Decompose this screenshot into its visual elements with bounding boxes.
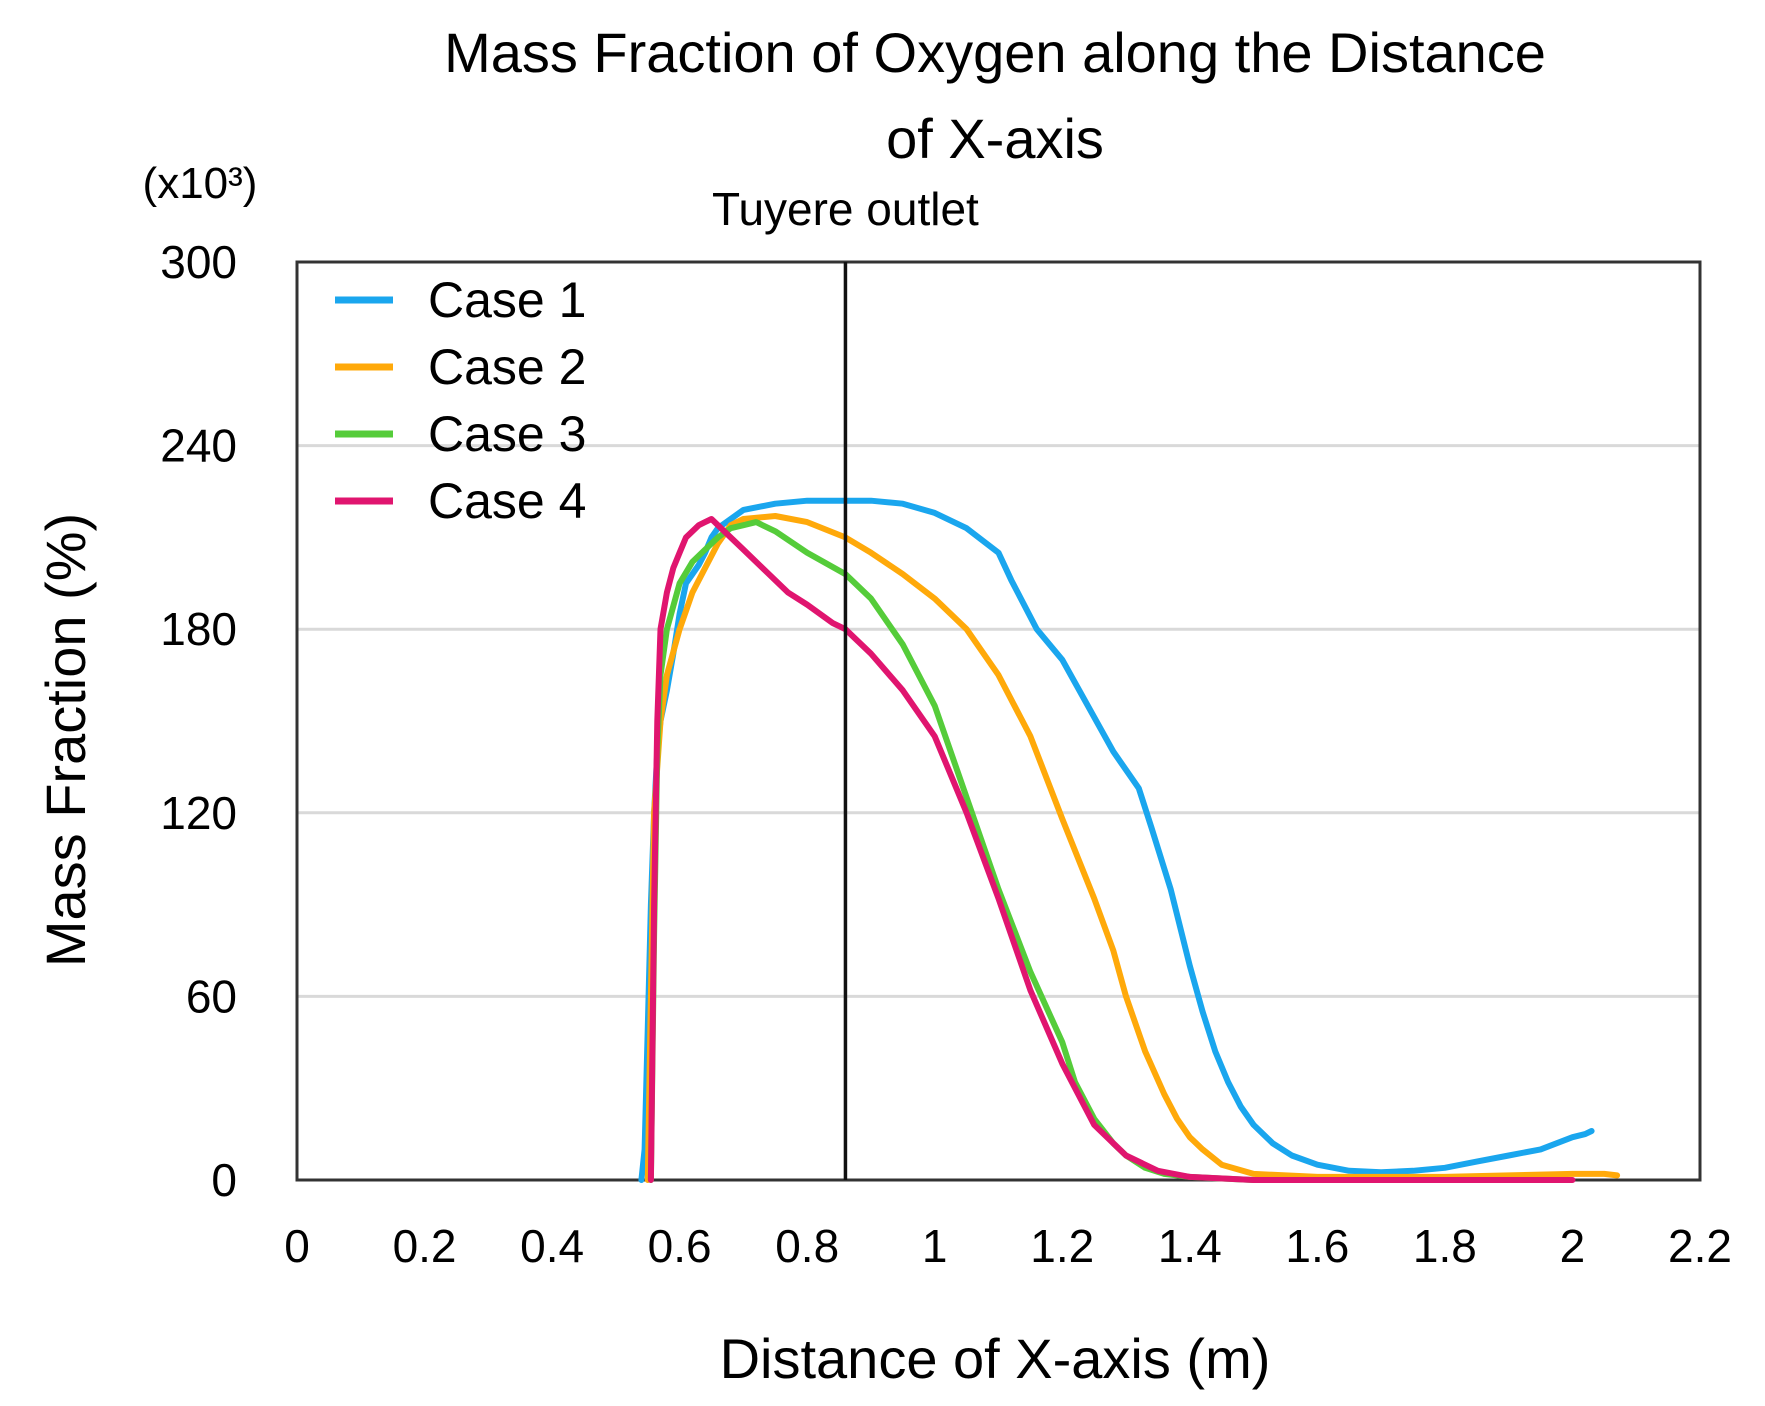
grid-layer (297, 444, 1700, 998)
chart-title-line-2: of X-axis (886, 107, 1104, 170)
x-tick-label: 2.2 (1668, 1220, 1732, 1272)
x-tick-label: 0.2 (393, 1220, 457, 1272)
x-tick-label: 0.8 (775, 1220, 839, 1272)
legend-label: Case 4 (428, 473, 586, 529)
legend: Case 1 Case 2 Case 3 Case 4 (335, 272, 586, 529)
x-tick-label: 1.2 (1030, 1220, 1094, 1272)
y-tick-labels: 0 60 120 180 240 300 (160, 236, 237, 1206)
x-tick-label: 1.4 (1158, 1220, 1222, 1272)
y-tick-label: 180 (160, 603, 237, 655)
x-axis-label: Distance of X-axis (m) (720, 1327, 1271, 1390)
y-tick-label: 60 (186, 970, 237, 1022)
x-tick-label: 2 (1560, 1220, 1586, 1272)
y-axis-multiplier: (x10³) (143, 159, 258, 208)
plot-frame (295, 260, 1702, 1182)
tuyere-outlet-label: Tuyere outlet (712, 183, 979, 235)
x-tick-label: 0.6 (648, 1220, 712, 1272)
y-tick-label: 0 (211, 1154, 237, 1206)
series-line-case-1 (638, 497, 1595, 1183)
series-line-case-2 (644, 513, 1621, 1183)
x-tick-label: 0 (284, 1220, 310, 1272)
y-tick-label: 300 (160, 236, 237, 288)
series-layer (638, 497, 1621, 1183)
series-line-case-3 (647, 519, 1257, 1183)
x-tick-labels: 0 0.2 0.4 0.6 0.8 1 1.2 1.4 1.6 1.8 2 2.2 (284, 1220, 1732, 1272)
chart-title-line-1: Mass Fraction of Oxygen along the Distan… (444, 21, 1546, 84)
y-tick-label: 240 (160, 420, 237, 472)
x-tick-label: 1.6 (1285, 1220, 1349, 1272)
legend-label: Case 1 (428, 272, 586, 328)
series-line-case-4 (647, 516, 1576, 1183)
x-tick-label: 1 (922, 1220, 948, 1272)
x-tick-label: 1.8 (1413, 1220, 1477, 1272)
x-tick-label: 0.4 (520, 1220, 584, 1272)
y-axis-label: Mass Fraction (%) (34, 513, 97, 967)
legend-label: Case 2 (428, 339, 586, 395)
y-tick-label: 120 (160, 787, 237, 839)
legend-label: Case 3 (428, 406, 586, 462)
